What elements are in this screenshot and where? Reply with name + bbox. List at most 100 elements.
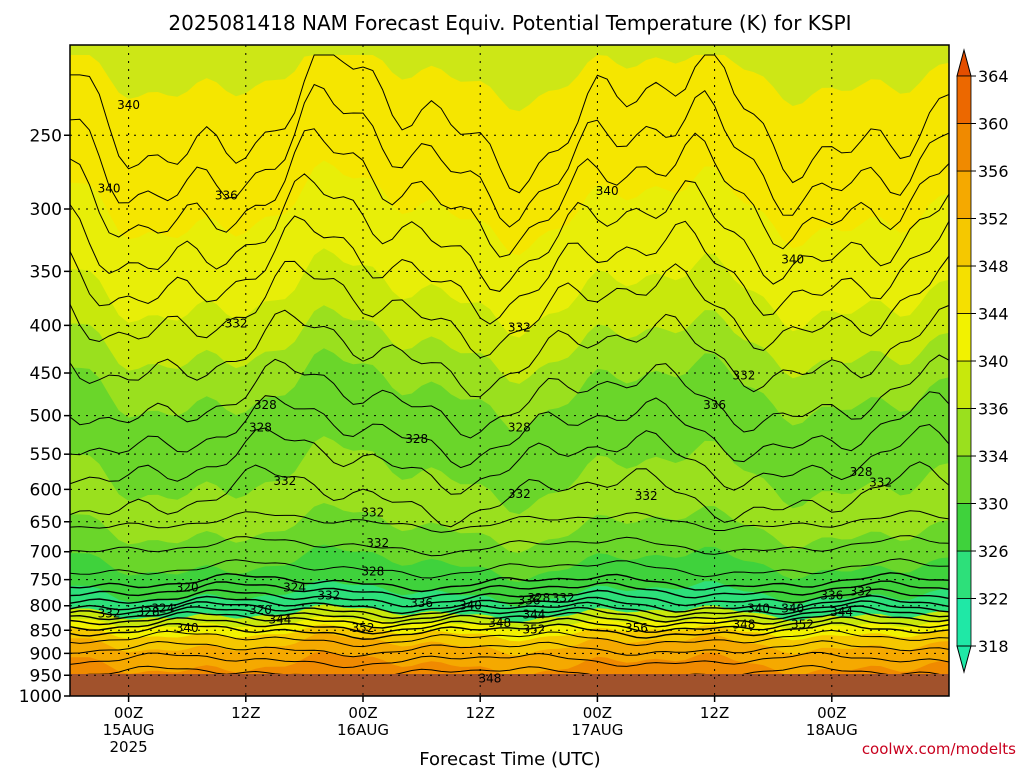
contour-label: 340 — [176, 621, 199, 635]
colorbar-swatch — [956, 123, 972, 172]
contour-line-12 — [70, 535, 949, 557]
contour-label: 332 — [850, 584, 873, 598]
colorbar-swatch — [956, 265, 972, 314]
contour-label: 332 — [366, 536, 389, 550]
colorbar-top-arrow — [956, 48, 972, 77]
contour-label: 332 — [98, 606, 121, 620]
y-tick-label: 450 — [30, 364, 62, 384]
contour-label: 320 — [176, 581, 199, 595]
colorbar-label: 330 — [978, 495, 1009, 514]
y-tick-label: 900 — [30, 644, 62, 664]
colorbar-label: 360 — [978, 115, 1009, 134]
watermark-text: coolwx.com/modelts — [862, 740, 1016, 758]
contour-label: 328 — [850, 465, 873, 479]
contour-label: 344 — [830, 605, 853, 619]
contour-line-9 — [70, 423, 949, 495]
contour-line-14 — [70, 572, 949, 593]
colorbar-label: 352 — [978, 210, 1009, 229]
x-tick-label: 2025 — [110, 738, 148, 756]
y-tick-label: 850 — [30, 621, 62, 641]
contour-line-22 — [70, 622, 949, 640]
contour-label: 332 — [732, 369, 755, 383]
contour-line-19 — [70, 605, 949, 624]
colorbar-label: 334 — [978, 447, 1009, 466]
contour-line-11 — [70, 510, 949, 533]
x-tick-label: 12Z — [700, 704, 729, 722]
contour-label: 328 — [508, 421, 531, 435]
colorbar-label: 336 — [978, 400, 1009, 419]
contour-line-16 — [70, 588, 949, 608]
contour-label: 328 — [405, 432, 428, 446]
contour-label: 332 — [361, 505, 384, 519]
contour-lines — [70, 54, 949, 694]
y-tick-label: 1000 — [19, 687, 62, 707]
colorbar-label: 364 — [978, 67, 1009, 86]
contour-label: 348 — [488, 616, 511, 630]
contour-line-23 — [70, 629, 949, 648]
colorbar-swatch — [956, 550, 972, 599]
y-tick-label: 750 — [30, 571, 62, 591]
contour-label: 332 — [508, 320, 531, 334]
contour-label: 340 — [117, 98, 140, 112]
contour-line-0 — [70, 54, 949, 194]
contour-label: 348 — [732, 618, 755, 632]
contour-line-3 — [70, 173, 949, 292]
contour-label: 328 — [361, 564, 384, 578]
contour-label: 328 — [527, 591, 550, 605]
colorbar-swatch — [956, 455, 972, 504]
contour-label: 340 — [747, 601, 770, 615]
contour-label: 324 — [283, 581, 306, 595]
x-tick-label: 12Z — [231, 704, 260, 722]
contour-label: 336 — [215, 188, 238, 202]
contour-line-15 — [70, 580, 949, 600]
contour-label: 340 — [781, 253, 804, 267]
contour-label: 332 — [273, 474, 296, 488]
y-tick-label: 700 — [30, 543, 62, 563]
contour-line-24 — [70, 640, 949, 658]
contour-line-10 — [70, 461, 949, 528]
colorbar-label: 326 — [978, 542, 1009, 561]
contour-label: 336 — [820, 589, 843, 603]
colorbar: 318 322 326 330 334 336 340 344 348 352 356 360 364 — [956, 48, 1009, 674]
y-tick-label: 400 — [30, 316, 62, 336]
x-tick-label: 12Z — [466, 704, 495, 722]
contour-label: 332 — [869, 476, 892, 490]
contour-label: 324 — [151, 601, 174, 615]
x-tick-label: 16AUG — [337, 721, 389, 739]
contour-line-25 — [70, 651, 949, 669]
contour-label: 340 — [781, 601, 804, 615]
colorbar-swatch — [956, 170, 972, 219]
colorbar-label: 340 — [978, 352, 1009, 371]
x-tick-label: 17AUG — [571, 721, 623, 739]
colorbar-label: 356 — [978, 162, 1009, 181]
x-tick-label: 00Z — [348, 704, 377, 722]
x-tick-label: 00Z — [583, 704, 612, 722]
colorbar-label: 344 — [978, 305, 1009, 324]
ground-layer — [70, 674, 949, 696]
contour-label: 352 — [791, 618, 814, 632]
contour-line-6 — [70, 304, 949, 398]
contour-label: 332 — [508, 487, 531, 501]
colorbar-swatch — [956, 598, 972, 647]
contour-label: 340 — [596, 184, 619, 198]
contour-label: 344 — [269, 613, 292, 627]
contour-line-8 — [70, 391, 949, 469]
color-bands — [70, 55, 949, 696]
colorbar-label: 318 — [978, 637, 1009, 656]
contour-line-26 — [70, 664, 949, 681]
colorbar-swatch — [956, 75, 972, 124]
contour-label: 336 — [410, 596, 433, 610]
contour-label: 340 — [459, 599, 482, 613]
contour-label: 328 — [137, 605, 160, 619]
contour-label: 328 — [249, 421, 272, 435]
x-axis-label: Forecast Time (UTC) — [419, 749, 600, 768]
contour-line-2 — [70, 128, 949, 258]
contour-label: 336 — [518, 594, 541, 608]
contour-label: 332 — [317, 589, 340, 603]
contour-label: 320 — [249, 603, 272, 617]
contour-line-13 — [70, 558, 949, 579]
contour-label: 356 — [625, 621, 648, 635]
contour-line-5 — [70, 255, 949, 359]
